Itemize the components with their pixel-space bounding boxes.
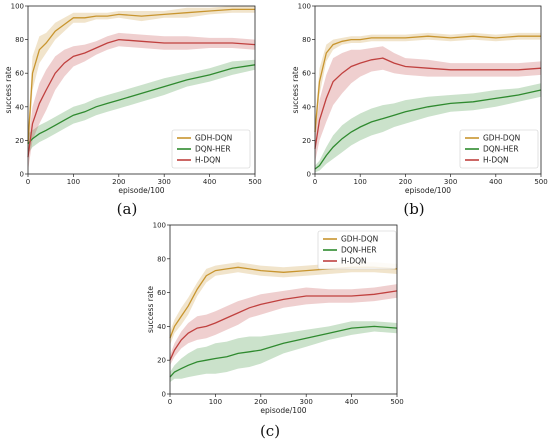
series-line-2 bbox=[169, 325, 398, 378]
y-axis-label: success rate bbox=[291, 66, 300, 113]
x-tick-label: 100 bbox=[209, 398, 222, 406]
legend-label: H-DQN bbox=[483, 156, 509, 165]
y-tick-label: 80 bbox=[157, 255, 166, 263]
y-tick-label: 100 bbox=[11, 3, 24, 11]
band-1 bbox=[315, 32, 541, 143]
legend-label: GDH-DQN bbox=[483, 134, 520, 143]
x-tick-label: 400 bbox=[489, 178, 502, 186]
x-tick-label: 500 bbox=[534, 178, 547, 186]
x-tick-label: 500 bbox=[390, 398, 403, 406]
x-axis-label: episode/100 bbox=[405, 186, 451, 195]
legend-label: DQN-HER bbox=[195, 145, 231, 154]
band-2 bbox=[315, 83, 541, 173]
x-tick-label: 300 bbox=[300, 398, 313, 406]
band-3 bbox=[315, 46, 541, 163]
x-tick-label: 200 bbox=[112, 178, 125, 186]
legend-label: DQN-HER bbox=[483, 145, 519, 154]
series-line-2 bbox=[27, 64, 256, 145]
y-tick-label: 60 bbox=[15, 70, 24, 78]
panel-label: (a) bbox=[117, 200, 138, 218]
y-tick-label: 80 bbox=[15, 36, 24, 44]
y-tick-label: 60 bbox=[302, 70, 311, 78]
series-line-1 bbox=[314, 35, 541, 133]
x-axis-label: episode/100 bbox=[260, 406, 306, 415]
x-tick-label: 100 bbox=[354, 178, 367, 186]
x-axis-label: episode/100 bbox=[118, 186, 164, 195]
panel-label: (b) bbox=[403, 200, 424, 218]
x-tick-label: 0 bbox=[26, 178, 30, 186]
x-tick-label: 100 bbox=[67, 178, 80, 186]
legend: GDH-DQN DQN-HER H-DQN bbox=[171, 129, 251, 169]
x-tick-label: 400 bbox=[203, 178, 216, 186]
plot-frame bbox=[27, 5, 256, 175]
plot-frame bbox=[314, 5, 542, 175]
y-tick-label: 40 bbox=[15, 103, 24, 111]
x-tick-label: 500 bbox=[248, 178, 261, 186]
y-tick-label: 40 bbox=[157, 323, 166, 331]
y-tick-label: 0 bbox=[307, 171, 311, 179]
x-tick-label: 300 bbox=[444, 178, 457, 186]
legend-label: H-DQN bbox=[195, 156, 221, 165]
series-line-3 bbox=[27, 38, 256, 158]
band-2 bbox=[28, 59, 255, 154]
y-tick-label: 0 bbox=[20, 171, 24, 179]
band-3 bbox=[170, 284, 397, 366]
legend-label: GDH-DQN bbox=[195, 134, 232, 143]
series-line-1 bbox=[27, 8, 255, 144]
y-tick-label: 20 bbox=[157, 357, 166, 365]
y-tick-label: 100 bbox=[298, 3, 311, 11]
x-tick-label: 300 bbox=[158, 178, 171, 186]
y-tick-label: 40 bbox=[302, 103, 311, 111]
band-1 bbox=[170, 262, 397, 345]
chart-panel-3: 0 100 200 300 400 500 0 20 40 60 80 100 episode/100 s… bbox=[146, 222, 404, 439]
x-tick-label: 400 bbox=[345, 398, 358, 406]
plot-frame bbox=[169, 224, 398, 395]
band-2 bbox=[170, 321, 397, 383]
legend-box bbox=[317, 230, 397, 270]
legend: GDH-DQN DQN-HER H-DQN bbox=[317, 230, 397, 270]
y-tick-label: 80 bbox=[302, 36, 311, 44]
series-line-3 bbox=[169, 290, 398, 361]
legend: GDH-DQN DQN-HER H-DQN bbox=[459, 129, 539, 169]
series-line-2 bbox=[314, 89, 542, 170]
x-tick-label: 200 bbox=[254, 398, 267, 406]
legend-box bbox=[459, 129, 539, 169]
y-tick-label: 20 bbox=[15, 137, 24, 145]
chart-panel-1: 0 100 200 300 400 500 0 20 40 60 80 100 episode/100 s… bbox=[4, 3, 262, 219]
legend-label: H-DQN bbox=[341, 257, 367, 266]
legend-label: GDH-DQN bbox=[341, 235, 378, 244]
series-line-3 bbox=[314, 57, 542, 149]
y-tick-label: 20 bbox=[302, 137, 311, 145]
x-tick-label: 0 bbox=[313, 178, 317, 186]
x-tick-label: 0 bbox=[168, 398, 172, 406]
panel-label: (c) bbox=[260, 422, 280, 439]
band-3 bbox=[28, 32, 255, 171]
x-tick-label: 200 bbox=[399, 178, 412, 186]
legend-box bbox=[171, 129, 251, 169]
y-tick-label: 0 bbox=[162, 391, 166, 399]
y-axis-label: success rate bbox=[4, 66, 13, 113]
y-tick-label: 60 bbox=[157, 289, 166, 297]
chart-panel-2: 0 100 200 300 400 500 0 20 40 60 80 100 episode/100 s… bbox=[291, 3, 548, 219]
legend-label: DQN-HER bbox=[341, 246, 377, 255]
y-tick-label: 100 bbox=[153, 222, 166, 230]
y-axis-label: success rate bbox=[146, 286, 155, 333]
